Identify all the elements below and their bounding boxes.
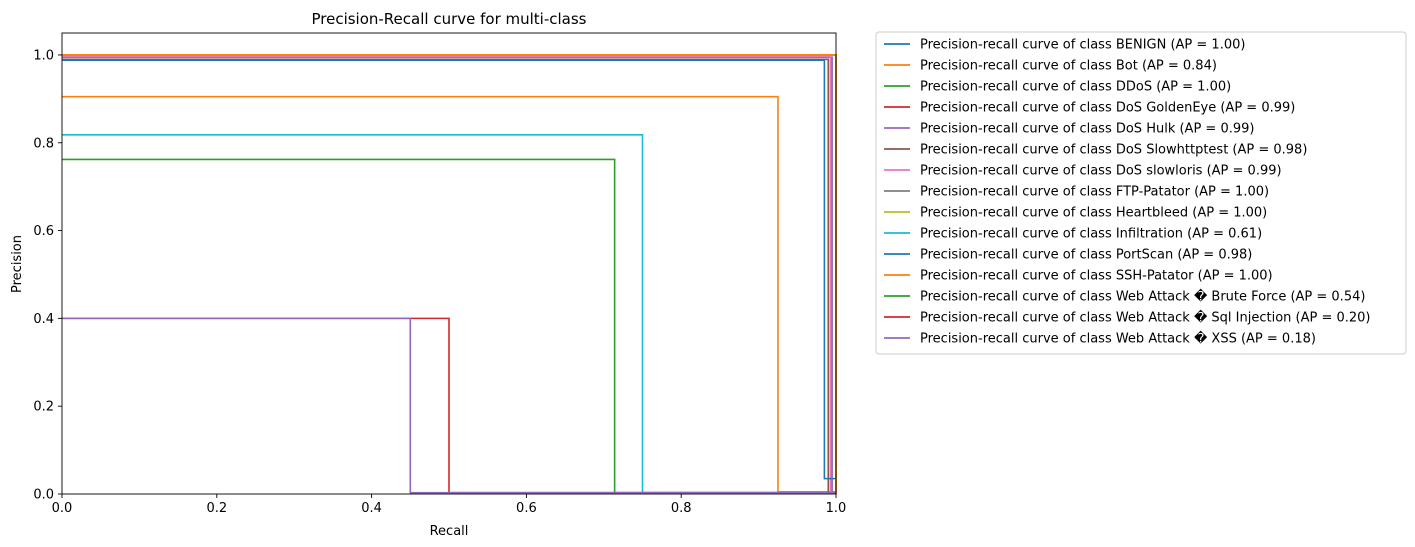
x-tick-label-4: 0.8 xyxy=(671,501,692,516)
legend-item-13: Precision-recall curve of class Web Atta… xyxy=(884,309,1371,326)
y-tick-label-3: 0.6 xyxy=(33,224,54,239)
x-tick-label-1: 0.2 xyxy=(206,501,227,516)
legend-label-10: Precision-recall curve of class PortScan… xyxy=(920,248,1252,263)
x-tick-label-5: 1.0 xyxy=(826,501,847,516)
legend-label-0: Precision-recall curve of class BENIGN (… xyxy=(920,38,1245,53)
legend-item-2: Precision-recall curve of class DDoS (AP… xyxy=(884,80,1231,95)
legend-label-2: Precision-recall curve of class DDoS (AP… xyxy=(920,80,1231,95)
legend-label-7: Precision-recall curve of class FTP-Pata… xyxy=(920,185,1269,200)
legend-label-9: Precision-recall curve of class Infiltra… xyxy=(920,227,1262,242)
legend-item-11: Precision-recall curve of class SSH-Pata… xyxy=(884,269,1273,284)
legend-label-14: Precision-recall curve of class Web Atta… xyxy=(920,330,1316,347)
legend-label-13: Precision-recall curve of class Web Atta… xyxy=(920,309,1371,326)
legend-item-0: Precision-recall curve of class BENIGN (… xyxy=(884,38,1245,53)
y-tick-label-0: 0.0 xyxy=(33,488,54,503)
legend-label-5: Precision-recall curve of class DoS Slow… xyxy=(920,143,1307,158)
legend-frame xyxy=(875,31,1407,355)
legend-item-7: Precision-recall curve of class FTP-Pata… xyxy=(884,185,1269,200)
series-line-14 xyxy=(62,317,836,494)
legend-label-1: Precision-recall curve of class Bot (AP … xyxy=(920,59,1217,74)
legend-item-1: Precision-recall curve of class Bot (AP … xyxy=(884,59,1217,74)
series-line-1 xyxy=(62,95,836,493)
legend-label-6: Precision-recall curve of class DoS slow… xyxy=(920,164,1282,179)
series-line-10 xyxy=(62,59,836,480)
legend-label-11: Precision-recall curve of class SSH-Pata… xyxy=(920,269,1273,284)
y-tick-label-2: 0.4 xyxy=(33,312,54,327)
x-tick-label-3: 0.6 xyxy=(516,501,537,516)
y-tick-label-1: 0.2 xyxy=(33,400,54,415)
legend-label-12: Precision-recall curve of class Web Atta… xyxy=(920,288,1365,305)
plot-frame xyxy=(61,32,837,495)
legend-item-8: Precision-recall curve of class Heartble… xyxy=(884,206,1267,221)
y-tick-label-4: 0.8 xyxy=(33,136,54,151)
legend-items: Precision-recall curve of class BENIGN (… xyxy=(884,38,1371,347)
legend-item-12: Precision-recall curve of class Web Atta… xyxy=(884,288,1365,305)
legend-item-3: Precision-recall curve of class DoS Gold… xyxy=(884,101,1295,116)
legend-label-8: Precision-recall curve of class Heartble… xyxy=(920,206,1267,221)
y-axis-label: Precision xyxy=(10,235,25,293)
y-tick-label-5: 1.0 xyxy=(33,48,54,63)
chart-title: Precision-Recall curve for multi-class xyxy=(311,10,586,28)
x-axis-ticks: 0.0 0.2 0.4 0.6 0.8 1.0 xyxy=(52,494,847,516)
legend-label-3: Precision-recall curve of class DoS Gold… xyxy=(920,101,1295,116)
legend-item-9: Precision-recall curve of class Infiltra… xyxy=(884,227,1262,242)
legend-item-14: Precision-recall curve of class Web Atta… xyxy=(884,330,1316,347)
legend: Precision-recall curve of class BENIGN (… xyxy=(875,31,1407,355)
x-tick-label-0: 0.0 xyxy=(52,501,73,516)
y-axis-ticks: 0.0 0.2 0.4 0.6 0.8 1.0 xyxy=(33,48,62,503)
x-tick-label-2: 0.4 xyxy=(361,501,382,516)
legend-item-5: Precision-recall curve of class DoS Slow… xyxy=(884,143,1307,158)
legend-item-6: Precision-recall curve of class DoS slow… xyxy=(884,164,1282,179)
x-axis-label: Recall xyxy=(430,524,469,539)
legend-item-10: Precision-recall curve of class PortScan… xyxy=(884,248,1252,263)
legend-item-4: Precision-recall curve of class DoS Hulk… xyxy=(884,122,1254,137)
legend-label-4: Precision-recall curve of class DoS Hulk… xyxy=(920,122,1254,137)
